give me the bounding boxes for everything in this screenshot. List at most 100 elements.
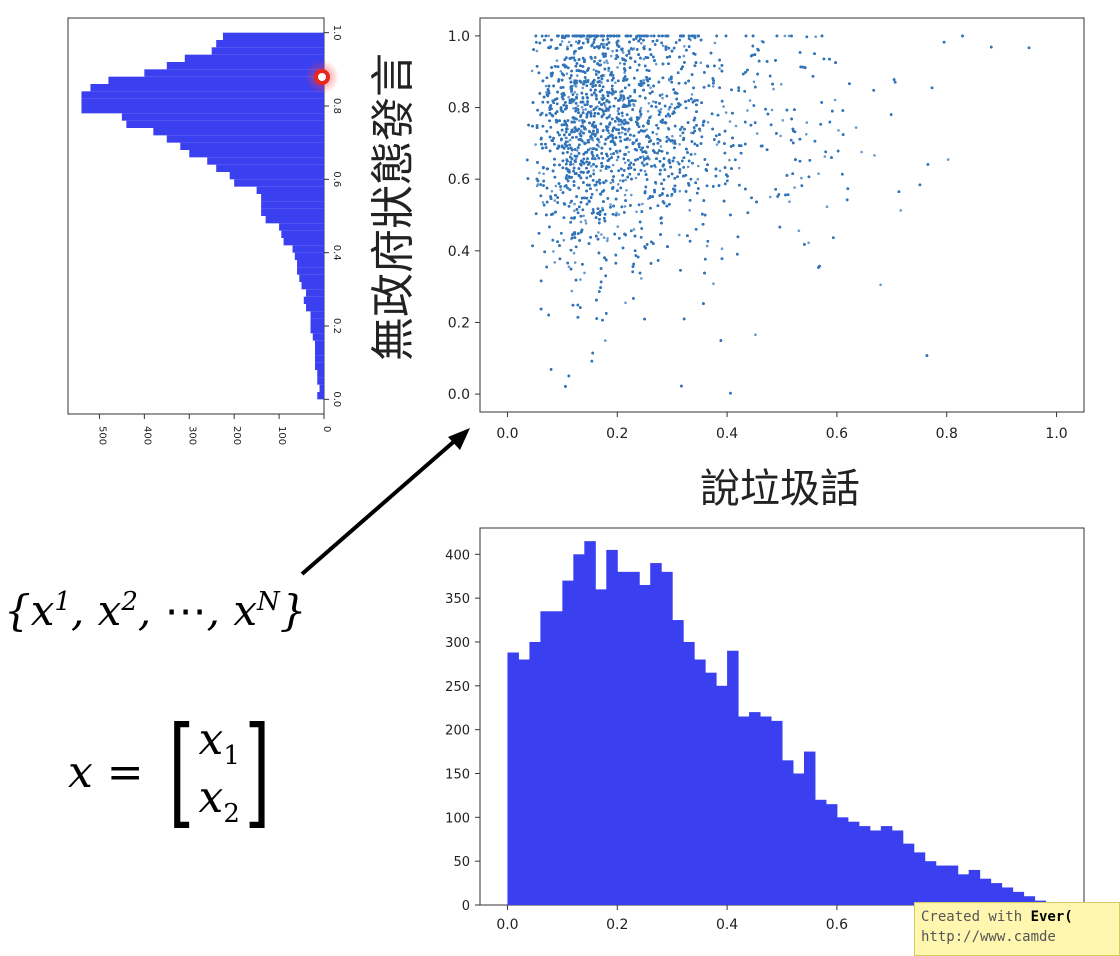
y-hist-bar (310, 326, 324, 334)
scatter-point (609, 152, 613, 156)
scatter-point (576, 104, 580, 108)
scatter-point (670, 102, 673, 106)
y-hist-bar (315, 355, 324, 363)
scatter-point (645, 128, 648, 132)
scatter-point (783, 34, 787, 38)
y-hist-bar (189, 150, 324, 158)
scatter-point (734, 124, 738, 128)
scatter-point (712, 282, 715, 286)
scatter-point (678, 143, 681, 146)
scatter-point (603, 61, 606, 64)
scatter-point (535, 49, 539, 53)
scatter-point (682, 54, 686, 58)
scatter-point (602, 42, 606, 46)
scatter-point (639, 114, 642, 118)
scatter-point (627, 150, 630, 154)
scatter-point (621, 99, 625, 102)
y-hist-bar (315, 362, 324, 370)
scatter-point (545, 90, 548, 94)
scatter-point (693, 152, 697, 156)
y-hist-bar (256, 186, 324, 194)
scatter-point (600, 81, 603, 84)
scatter-point (641, 155, 645, 158)
scatter-point (667, 108, 671, 111)
scatter-point (616, 225, 620, 228)
scatter-point (572, 52, 576, 56)
scatter-point (575, 93, 579, 96)
scatter-point (661, 44, 665, 47)
scatter-point (574, 157, 578, 161)
scatter-point (579, 220, 583, 224)
scatter-point (607, 131, 611, 135)
y-hist-bar (211, 47, 324, 55)
scatter-point (547, 34, 550, 38)
scatter-point (623, 193, 627, 197)
scatter-point (807, 241, 810, 245)
scatter-point (580, 106, 584, 109)
scatter-point (642, 78, 645, 82)
scatter-point (678, 189, 682, 193)
scatter-point (651, 100, 655, 103)
y-hist-bar (301, 282, 324, 290)
scatter-point (595, 188, 598, 192)
scatter-point (562, 238, 566, 242)
scatter-point (573, 261, 577, 264)
scatter-point (621, 114, 624, 118)
y-hist-bar (81, 106, 324, 114)
scatter-point (564, 136, 568, 140)
scatter-point (788, 200, 791, 203)
scatter-point (718, 67, 721, 70)
scatter-point (598, 140, 601, 144)
scatter-point (615, 158, 619, 162)
scatter-point (634, 176, 638, 180)
scatter-point (779, 83, 783, 86)
scatter-point (538, 171, 541, 175)
scatter-point (772, 87, 775, 91)
y-hist-bar (297, 267, 324, 275)
y-hist-bar (279, 223, 324, 231)
scatter-point (679, 134, 682, 138)
scatter-point (578, 119, 581, 122)
y-hist-bar (81, 98, 324, 106)
scatter-point (650, 34, 653, 38)
scatter-point (606, 61, 609, 65)
scatter-point (584, 108, 588, 111)
scatter-point (635, 210, 638, 214)
scatter-point (946, 158, 950, 161)
scatter-point (609, 203, 612, 206)
scatter-point (625, 189, 628, 192)
scatter-point (609, 54, 613, 58)
scatter-point (555, 59, 559, 62)
scatter-point (623, 71, 626, 74)
scatter-point (624, 178, 627, 182)
y-hist-bar (144, 69, 324, 77)
y-hist-bar (315, 348, 324, 356)
y-hist-ytick-label: 0.8 (331, 98, 342, 114)
scatter-point (589, 110, 593, 113)
scatter-point (530, 69, 534, 73)
y-hist-bar (303, 296, 324, 304)
y-hist-bar (310, 318, 324, 326)
scatter-point (605, 59, 608, 62)
scatter-point (550, 189, 554, 193)
scatter-point (602, 236, 606, 239)
scatter-point (615, 211, 618, 215)
scatter-point (590, 164, 593, 168)
scatter-point (592, 169, 595, 172)
scatter-point (814, 35, 817, 38)
scatter-point (879, 283, 882, 287)
scatter-point (618, 179, 622, 182)
y-hist-ytick-label: 0.2 (331, 318, 342, 334)
y-hist-bar (166, 135, 324, 143)
scatter-point (632, 228, 636, 231)
y-hist-bar (317, 392, 324, 400)
scatter-point (565, 72, 569, 75)
scatter-point (621, 51, 625, 54)
scatter-point (574, 40, 578, 43)
scatter-point (899, 209, 902, 212)
scatter-point (654, 62, 658, 66)
y-hist-bar (310, 311, 324, 319)
scatter-point (572, 162, 575, 166)
scatter-point (655, 132, 658, 136)
